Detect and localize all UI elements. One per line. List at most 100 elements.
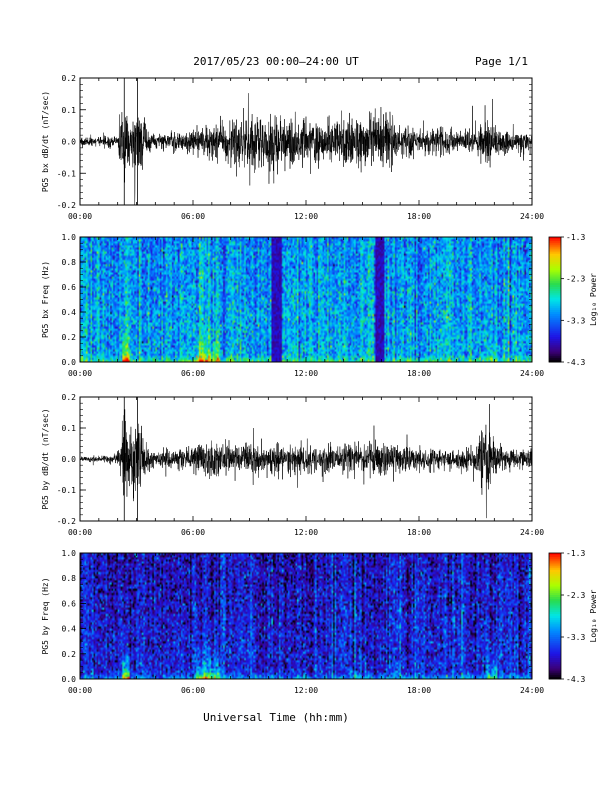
colorbar-swatch: [549, 653, 561, 657]
colorbar-swatch: [549, 660, 561, 663]
colorbar-swatch: [549, 624, 561, 627]
colorbar-swatch: [549, 282, 561, 286]
colorbar-swatch: [549, 597, 561, 600]
colorbar-swatch: [549, 280, 561, 284]
colorbar-swatch: [549, 297, 561, 300]
colorbar-swatch: [549, 559, 561, 562]
colorbar-swatch: [549, 639, 561, 642]
y-tick-label: 0.6: [62, 599, 77, 608]
colorbar-swatch: [549, 284, 561, 288]
colorbar-swatch: [549, 293, 561, 296]
colorbar-swatch: [549, 620, 561, 623]
colorbar-tick-label: -3.3: [566, 316, 585, 325]
spectrogram-image: [80, 237, 532, 362]
colorbar-swatch: [549, 270, 561, 273]
y-tick-label: 0.0: [62, 455, 77, 464]
y-tick-label: 1.0: [62, 233, 77, 242]
colorbar-swatch: [549, 349, 561, 353]
colorbar-swatch: [549, 351, 561, 355]
colorbar-swatch: [549, 578, 561, 581]
colorbar-swatch: [549, 634, 561, 638]
y-axis-label: PG5 by Freq (Hz): [41, 577, 50, 654]
x-tick-label: 24:00: [520, 212, 544, 221]
colorbar-swatch: [549, 592, 561, 596]
colorbar-swatch: [549, 641, 561, 644]
colorbar-swatch: [549, 561, 561, 564]
x-tick-label: 06:00: [181, 686, 205, 695]
colorbar-swatch: [549, 289, 561, 292]
y-tick-label: -0.1: [57, 169, 76, 178]
x-tick-label: 00:00: [68, 528, 92, 537]
colorbar-swatch: [549, 291, 561, 294]
colorbar-swatch: [549, 616, 561, 619]
colorbar-swatch: [549, 299, 561, 303]
colorbar-swatch: [549, 318, 561, 321]
colorbar-swatch: [549, 303, 561, 307]
colorbar-swatch: [549, 611, 561, 615]
colorbar-swatch: [549, 287, 561, 290]
colorbar-label: Log₁₀ Power: [589, 589, 598, 642]
colorbar-swatch: [549, 651, 561, 655]
colorbar-swatch: [549, 588, 561, 592]
colorbar-swatch: [549, 320, 561, 323]
x-tick-label: 18:00: [407, 528, 431, 537]
colorbar-swatch: [549, 268, 561, 271]
x-tick-label: 06:00: [181, 369, 205, 378]
colorbar-swatch: [549, 316, 561, 319]
colorbar-swatch: [549, 264, 561, 267]
colorbar-label: Log₁₀ Power: [589, 273, 598, 326]
x-tick-label: 12:00: [294, 212, 318, 221]
colorbar-swatch: [549, 359, 561, 363]
colorbar-swatch: [549, 628, 561, 632]
y-tick-label: 0.4: [62, 625, 77, 634]
colorbar-swatch: [549, 309, 561, 313]
colorbar-tick-label: -1.3: [566, 549, 585, 558]
y-axis-label: PG5 by dB/dt (nT/sec): [41, 408, 50, 509]
y-tick-label: 0.8: [62, 258, 77, 267]
colorbar-swatch: [549, 339, 561, 342]
colorbar-swatch: [549, 582, 561, 585]
y-axis-label: PG5 bx dB/dt (nT/sec): [41, 91, 50, 192]
colorbar-swatch: [549, 295, 561, 298]
colorbar-swatch: [549, 274, 561, 278]
colorbar-swatch: [549, 643, 561, 646]
colorbar-swatch: [549, 266, 561, 269]
colorbar-swatch: [549, 637, 561, 640]
colorbar-swatch: [549, 305, 561, 309]
colorbar-swatch: [549, 668, 561, 672]
colorbar-swatch: [549, 262, 561, 265]
colorbar-swatch: [549, 251, 561, 255]
colorbar-swatch: [549, 571, 561, 575]
colorbar-swatch: [549, 341, 561, 344]
colorbar-swatch: [549, 647, 561, 651]
x-tick-label: 24:00: [520, 528, 544, 537]
y-tick-label: -0.1: [57, 486, 76, 495]
colorbar-swatch: [549, 357, 561, 361]
y-tick-label: 0.2: [62, 650, 77, 659]
colorbar-swatch: [549, 257, 561, 261]
y-tick-label: -0.2: [57, 517, 76, 526]
x-tick-label: 00:00: [68, 686, 92, 695]
colorbar-swatch: [549, 666, 561, 669]
colorbar-swatch: [549, 601, 561, 604]
page-label: Page 1/1: [475, 55, 528, 68]
colorbar-swatch: [549, 253, 561, 257]
waveform-trace: [79, 93, 533, 206]
colorbar-swatch: [549, 670, 561, 674]
y-tick-label: 0.2: [62, 74, 77, 83]
colorbar-swatch: [549, 332, 561, 336]
colorbar-tick-label: -1.3: [566, 233, 585, 242]
colorbar-swatch: [549, 353, 561, 357]
colorbar-swatch: [549, 334, 561, 338]
y-tick-label: 0.8: [62, 574, 77, 583]
colorbar-tick-label: -2.3: [566, 591, 585, 600]
colorbar-swatch: [549, 649, 561, 653]
x-axis-label: Universal Time (hh:mm): [203, 711, 349, 724]
colorbar-swatch: [549, 301, 561, 305]
colorbar-swatch: [549, 613, 561, 617]
colorbar-swatch: [549, 237, 561, 240]
x-tick-label: 12:00: [294, 686, 318, 695]
x-tick-label: 24:00: [520, 686, 544, 695]
colorbar-swatch: [549, 584, 561, 588]
colorbar-swatch: [549, 328, 561, 332]
